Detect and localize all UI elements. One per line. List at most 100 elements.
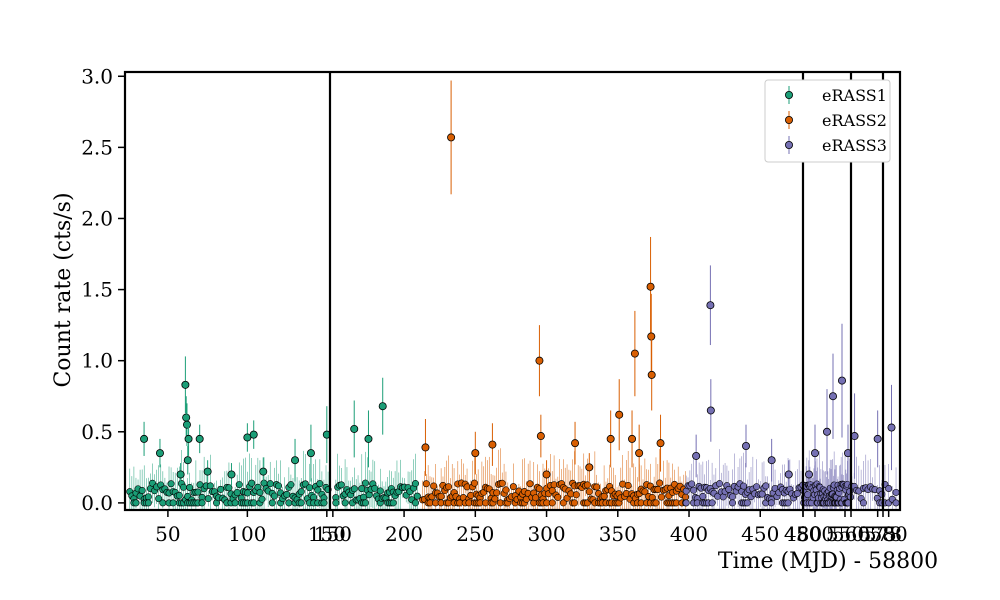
point-zero-erass1 <box>297 499 305 507</box>
point-zero-erass3 <box>743 499 751 507</box>
point-bg-erass1 <box>314 486 322 494</box>
data-point-erass1 <box>364 434 373 443</box>
point-bg-erass2 <box>493 489 501 497</box>
point-bg-erass3 <box>728 493 736 501</box>
axes-frame <box>123 70 902 512</box>
point-bg-erass2 <box>682 493 690 501</box>
data-point-erass3 <box>784 470 793 479</box>
point-bg-erass3 <box>753 483 761 491</box>
chart-legend: eRASS1 eRASS2 eRASS3 <box>764 79 891 163</box>
x-tick-label: 100 <box>228 522 266 546</box>
point-zero-erass2 <box>548 499 556 507</box>
point-bg-erass1 <box>248 479 256 487</box>
data-point-erass2 <box>656 439 665 448</box>
point-bg-erass2 <box>445 483 453 491</box>
data-point-erass3 <box>692 451 701 460</box>
y-tick-label: 0.0 <box>81 491 113 515</box>
data-point-erass1 <box>378 402 387 411</box>
point-zero-erass3 <box>784 499 792 507</box>
point-zero-erass1 <box>389 499 397 507</box>
x-axis-label: Time (MJD) - 58800 <box>718 549 938 574</box>
y-tick-label: 2.0 <box>81 206 113 230</box>
data-point-erass2 <box>488 440 497 449</box>
point-bg-erass2 <box>583 481 591 489</box>
data-point-erass1 <box>195 434 204 443</box>
point-bg-erass1 <box>411 480 419 488</box>
point-bg-erass1 <box>413 492 421 500</box>
point-bg-erass2 <box>422 480 430 488</box>
y-tick-label: 3.0 <box>81 64 113 88</box>
data-point-erass3 <box>706 301 715 310</box>
legend-label-erass3: eRASS3 <box>822 136 887 155</box>
point-bg-erass1 <box>297 488 305 496</box>
data-point-erass3 <box>829 392 838 401</box>
legend-marker-erass3 <box>785 140 794 149</box>
x-tick-label: 550 <box>826 522 864 546</box>
data-point-erass2 <box>585 463 594 472</box>
point-bg-erass2 <box>658 493 666 501</box>
point-bg-erass1 <box>175 491 183 499</box>
x-tick-label: 300 <box>527 522 565 546</box>
x-tick-label: 578 <box>864 522 902 546</box>
x-tick-label: 480 <box>784 522 822 546</box>
legend-label-erass2: eRASS2 <box>822 111 887 130</box>
point-bg-erass3 <box>688 480 696 488</box>
point-bg-erass1 <box>155 495 163 503</box>
point-bg-erass1 <box>225 484 233 492</box>
data-point-erass3 <box>805 470 814 479</box>
x-tick-label: 50 <box>155 522 180 546</box>
legend-item-erass2: eRASS2 <box>785 111 887 130</box>
point-zero-erass3 <box>682 499 690 507</box>
point-bg-erass1 <box>235 481 243 489</box>
point-zero-erass1 <box>411 499 419 507</box>
data-point-erass1 <box>291 456 300 465</box>
point-bg-erass2 <box>572 491 580 499</box>
data-point-erass1 <box>306 449 315 458</box>
point-zero-erass1 <box>341 499 349 507</box>
data-point-erass2 <box>542 470 551 479</box>
data-point-erass1 <box>140 434 149 443</box>
point-bg-erass2 <box>535 485 543 493</box>
x-tick-label: 575 <box>859 522 897 546</box>
x-tick-label: 400 <box>670 522 708 546</box>
point-bg-erass1 <box>376 487 384 495</box>
x-tick-label: 150 <box>308 522 346 546</box>
point-zero-erass1 <box>332 499 340 507</box>
y-tick-label: 2.5 <box>81 135 113 159</box>
point-bg-erass1 <box>138 486 146 494</box>
data-point-erass1 <box>182 420 191 429</box>
point-bg-erass1 <box>316 480 324 488</box>
y-tick-label: 1.5 <box>81 278 113 302</box>
y-axis-label: Count rate (cts/s) <box>51 192 76 387</box>
legend-box <box>764 79 891 163</box>
point-zero-erass1 <box>144 499 152 507</box>
point-bg-erass1 <box>337 481 345 489</box>
point-zero-erass2 <box>570 499 578 507</box>
x-tick-label: 450 <box>741 522 779 546</box>
point-bg-erass2 <box>470 479 478 487</box>
x-tick-label: 200 <box>385 522 423 546</box>
point-bg-erass2 <box>554 493 562 501</box>
point-bg-erass3 <box>793 489 801 497</box>
point-bg-erass3 <box>758 490 766 498</box>
point-zero-erass3 <box>728 499 736 507</box>
data-point-erass1 <box>184 434 193 443</box>
point-bg-erass2 <box>593 483 601 491</box>
legend-marker-erass1 <box>785 91 794 100</box>
point-bg-erass2 <box>509 483 517 491</box>
y-tick-label: 1.0 <box>81 349 113 373</box>
point-bg-erass3 <box>892 488 900 496</box>
point-zero-erass1 <box>361 499 369 507</box>
legend-item-erass3: eRASS3 <box>785 136 887 155</box>
point-bg-erass3 <box>885 485 893 493</box>
legend-marker-erass2 <box>785 116 794 125</box>
point-bg-erass1 <box>256 488 264 496</box>
data-point-erass2 <box>421 443 430 452</box>
data-point-erass1 <box>227 470 236 479</box>
data-point-erass1 <box>176 470 185 479</box>
point-zero-erass1 <box>159 499 167 507</box>
point-bg-erass3 <box>699 492 707 500</box>
point-zero-erass1 <box>285 499 293 507</box>
